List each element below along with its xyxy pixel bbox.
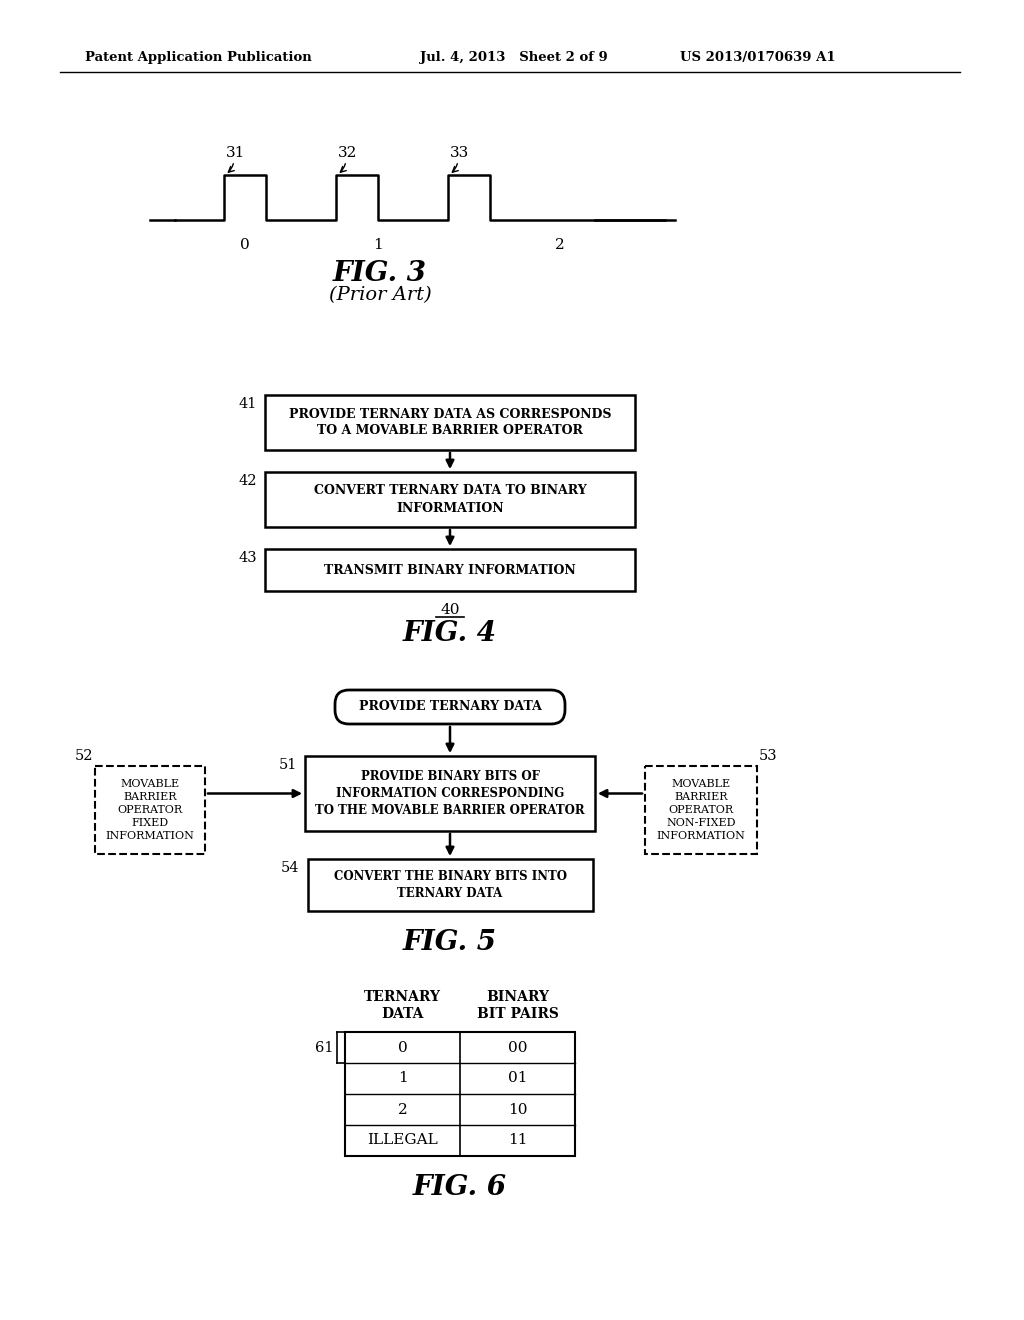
FancyBboxPatch shape — [645, 766, 757, 854]
Text: 10: 10 — [508, 1102, 527, 1117]
FancyBboxPatch shape — [265, 395, 635, 450]
Text: BINARY
BIT PAIRS: BINARY BIT PAIRS — [476, 990, 558, 1022]
FancyBboxPatch shape — [95, 766, 205, 854]
Text: MOVABLE
BARRIER
OPERATOR
FIXED
INFORMATION: MOVABLE BARRIER OPERATOR FIXED INFORMATI… — [105, 779, 195, 841]
FancyBboxPatch shape — [307, 859, 593, 911]
Text: 1: 1 — [373, 238, 383, 252]
Text: 53: 53 — [759, 748, 777, 763]
Text: 52: 52 — [75, 748, 93, 763]
FancyBboxPatch shape — [345, 1032, 575, 1156]
Text: Jul. 4, 2013   Sheet 2 of 9: Jul. 4, 2013 Sheet 2 of 9 — [420, 51, 608, 65]
Text: FIG. 4: FIG. 4 — [403, 620, 497, 647]
Text: 00: 00 — [508, 1040, 527, 1055]
Text: 61: 61 — [314, 1040, 333, 1055]
Text: 2: 2 — [555, 238, 565, 252]
Text: 2: 2 — [397, 1102, 408, 1117]
Text: FIG. 3: FIG. 3 — [333, 260, 427, 286]
Text: 31: 31 — [226, 147, 246, 160]
Text: FIG. 6: FIG. 6 — [413, 1173, 507, 1201]
Text: 1: 1 — [397, 1072, 408, 1085]
Text: PROVIDE TERNARY DATA AS CORRESPONDS
TO A MOVABLE BARRIER OPERATOR: PROVIDE TERNARY DATA AS CORRESPONDS TO A… — [289, 408, 611, 437]
Text: TERNARY
DATA: TERNARY DATA — [364, 990, 441, 1022]
Text: 43: 43 — [239, 550, 257, 565]
FancyBboxPatch shape — [265, 473, 635, 527]
Text: 41: 41 — [239, 397, 257, 411]
Text: PROVIDE BINARY BITS OF
INFORMATION CORRESPONDING
TO THE MOVABLE BARRIER OPERATOR: PROVIDE BINARY BITS OF INFORMATION CORRE… — [315, 770, 585, 817]
Text: ILLEGAL: ILLEGAL — [368, 1134, 438, 1147]
Text: CONVERT TERNARY DATA TO BINARY
INFORMATION: CONVERT TERNARY DATA TO BINARY INFORMATI… — [313, 484, 587, 515]
Text: 11: 11 — [508, 1134, 527, 1147]
Text: 01: 01 — [508, 1072, 527, 1085]
Text: 42: 42 — [239, 474, 257, 488]
FancyBboxPatch shape — [335, 690, 565, 723]
Text: 32: 32 — [338, 147, 357, 160]
FancyBboxPatch shape — [265, 549, 635, 591]
FancyBboxPatch shape — [305, 756, 595, 832]
Text: 0: 0 — [240, 238, 250, 252]
Text: MOVABLE
BARRIER
OPERATOR
NON-FIXED
INFORMATION: MOVABLE BARRIER OPERATOR NON-FIXED INFOR… — [656, 779, 745, 841]
Text: 40: 40 — [440, 603, 460, 616]
Text: 0: 0 — [397, 1040, 408, 1055]
Text: TRANSMIT BINARY INFORMATION: TRANSMIT BINARY INFORMATION — [325, 564, 575, 577]
Text: Patent Application Publication: Patent Application Publication — [85, 51, 311, 65]
Text: PROVIDE TERNARY DATA: PROVIDE TERNARY DATA — [358, 701, 542, 714]
Text: FIG. 5: FIG. 5 — [403, 929, 497, 956]
Text: (Prior Art): (Prior Art) — [329, 286, 431, 304]
Text: US 2013/0170639 A1: US 2013/0170639 A1 — [680, 51, 836, 65]
Text: CONVERT THE BINARY BITS INTO
TERNARY DATA: CONVERT THE BINARY BITS INTO TERNARY DAT… — [334, 870, 566, 900]
Text: 33: 33 — [450, 147, 469, 160]
Text: 51: 51 — [279, 758, 297, 772]
Text: 54: 54 — [281, 861, 299, 875]
